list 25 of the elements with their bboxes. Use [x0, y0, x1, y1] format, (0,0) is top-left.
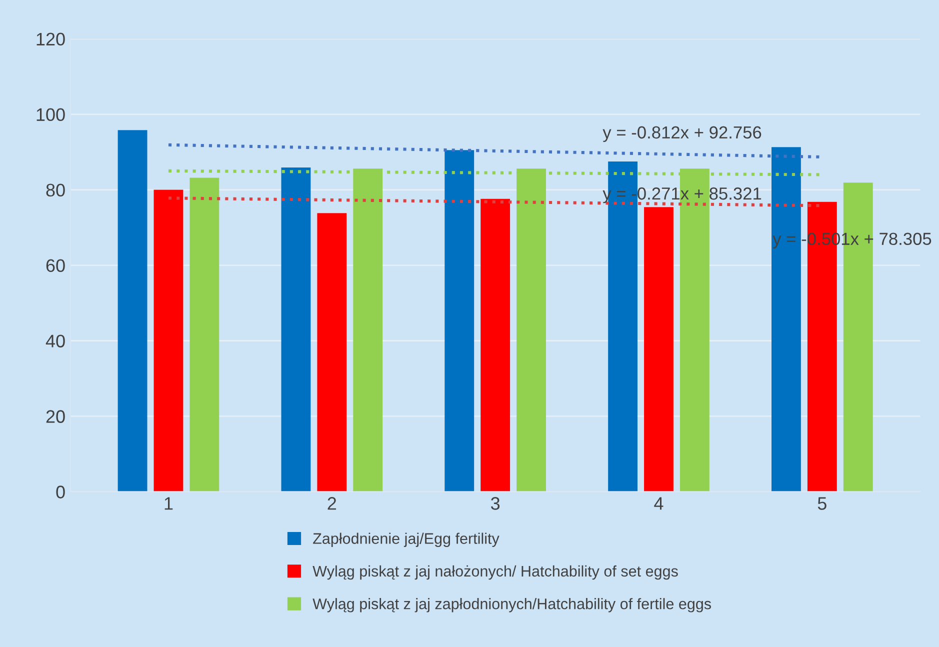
legend-label: Wyląg piskąt z jaj nałożonych/ Hatchability of set eggs — [312, 565, 678, 580]
x-tick-label: 5 — [818, 497, 826, 510]
legend-label: Wyląg piskąt z jaj zapłodnionych/Hatchability of fertile eggs — [312, 598, 711, 612]
legend-label: Zapłodnienie jaj/Egg fertility — [313, 532, 500, 547]
bar — [772, 147, 801, 492]
bar — [644, 207, 674, 492]
bar — [118, 130, 148, 492]
bar — [154, 190, 184, 492]
bar — [444, 150, 474, 492]
y-tick-label: 120 — [36, 32, 65, 46]
y-tick-label: 20 — [46, 410, 65, 423]
bar — [190, 178, 220, 492]
y-tick-label: 100 — [36, 108, 65, 122]
annotation: y = -0.812x + 92.756 — [602, 126, 762, 142]
y-tick-label: 0 — [56, 486, 65, 498]
y-tick-label: 40 — [46, 334, 65, 348]
x-tick-label: 3 — [490, 497, 500, 510]
y-tick-label: 60 — [46, 259, 65, 272]
bar — [281, 168, 311, 492]
bar — [480, 198, 510, 492]
bar — [317, 213, 347, 492]
x-tick-label: 1 — [164, 497, 173, 510]
y-tick-label: 80 — [46, 184, 65, 197]
x-tick-label: 2 — [328, 497, 336, 510]
x-tick-label: 4 — [654, 497, 664, 510]
